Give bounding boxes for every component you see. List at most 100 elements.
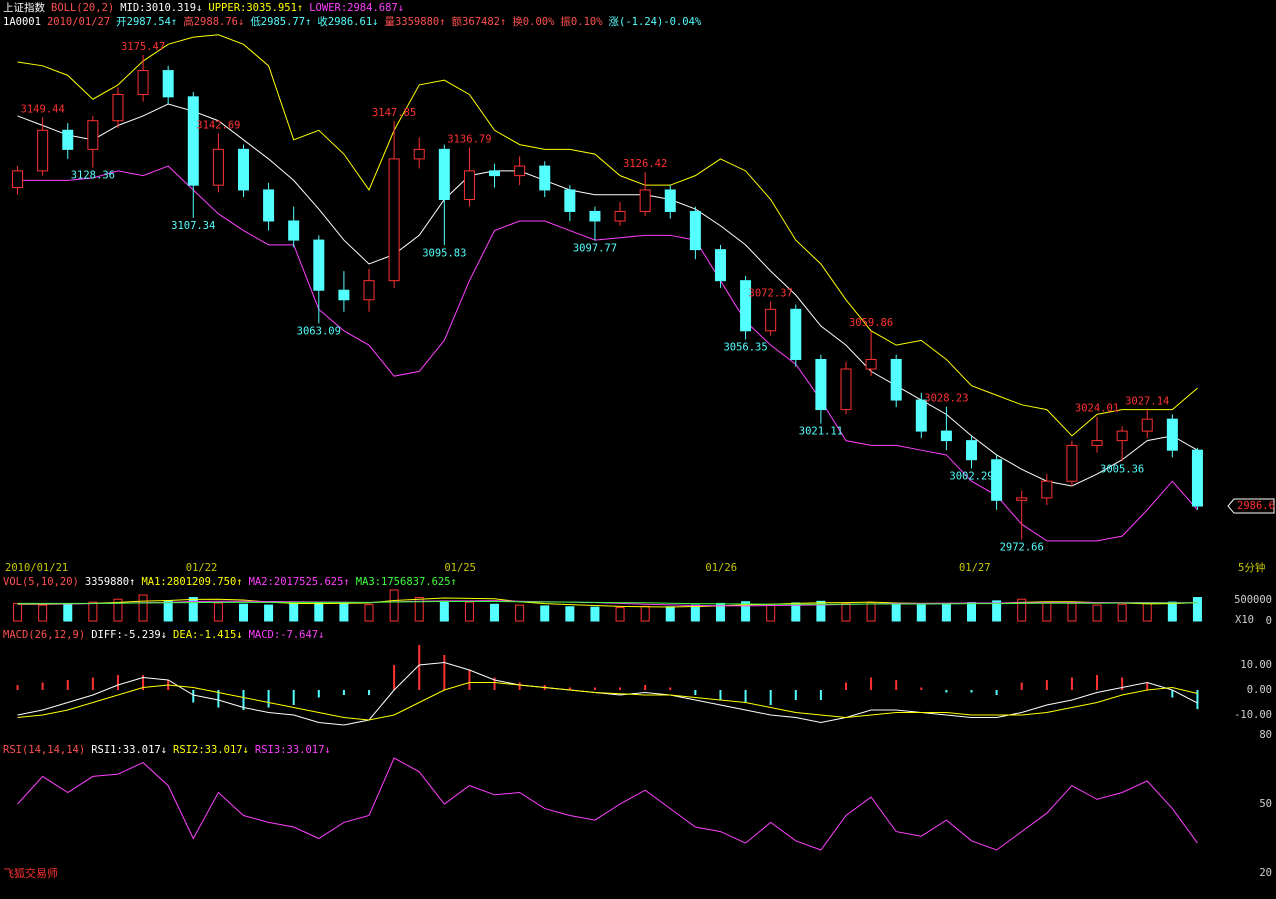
indicator-line [17, 600, 1198, 607]
candle-body [187, 96, 199, 186]
indicator-line [17, 661, 1198, 726]
volume-bar [63, 603, 73, 622]
y-tick-label: 0 [1266, 615, 1272, 627]
candle-body [1091, 440, 1103, 446]
period-label: 5分钟 [1238, 561, 1265, 574]
y-tick-label: 0.00 [1247, 684, 1272, 696]
volume-bar [439, 600, 449, 622]
y-tick-label: 80 [1259, 729, 1272, 741]
volume-bar [188, 597, 198, 622]
extreme-label: 3107.34 [171, 220, 215, 232]
volume-bar [941, 602, 951, 622]
volume-bar [967, 602, 977, 622]
candle-body [237, 148, 249, 191]
volume-bar [113, 598, 123, 622]
indicator-line [17, 682, 1198, 721]
volume-bar [816, 600, 826, 622]
legend-item: UPPER:3035.951↑ [208, 2, 303, 14]
candle-body [263, 189, 275, 222]
candle-body [87, 120, 99, 150]
legend: 1A0001 2010/01/27 开2987.54↑ 高2988.76↓ 低2985.… [3, 15, 702, 28]
candle-body [714, 249, 726, 282]
candle-body [915, 399, 927, 432]
x-tick-label: 01/22 [186, 562, 218, 574]
extreme-label: 3063.09 [297, 325, 341, 337]
candle-body [1066, 444, 1078, 482]
legend: 上证指数 BOLL(20,2) MID:3010.319↓ UPPER:3035.95… [3, 1, 404, 14]
candle-body [413, 148, 425, 160]
candle-body [639, 189, 651, 212]
extreme-label: 3175.47 [121, 41, 165, 53]
volume-bar [916, 604, 926, 622]
legend-item: 开2987.54↑ [116, 16, 177, 28]
volume-bar [1117, 603, 1127, 622]
legend-item: MACD(26,12,9) [3, 629, 85, 641]
candle-body [288, 220, 300, 241]
indicator-line [17, 601, 1198, 605]
indicator-line [17, 757, 1198, 851]
legend-item: RSI(14,14,14) [3, 744, 85, 756]
candle-body [463, 170, 475, 201]
legend-item: 涨(-1.24)-0.04% [609, 16, 702, 28]
candle-body [438, 148, 450, 201]
volume-bar [238, 603, 248, 622]
legend-item: MA2:2017525.625↑ [249, 576, 350, 588]
volume-bar [1167, 601, 1177, 622]
candle-body [62, 129, 74, 150]
legend: VOL(5,10,20) 3359880↑ MA1:2801209.750↑ MA2:… [3, 576, 457, 588]
indicator-line [17, 34, 1198, 437]
extreme-label: 3147.85 [372, 107, 416, 119]
legend-item: RSI2:33.017↓ [173, 744, 249, 756]
candle-body [890, 358, 902, 401]
candle-body [765, 308, 777, 332]
candle-body [790, 308, 802, 360]
volume-bar [992, 600, 1002, 622]
extreme-label: 3072.37 [749, 287, 793, 299]
candle-body [564, 189, 576, 212]
candle-body [212, 148, 224, 186]
extreme-label: 3095.83 [422, 247, 466, 259]
legend-item: 振0.10% [560, 15, 603, 28]
legend: RSI(14,14,14) RSI1:33.017↓ RSI2:33.017↓ RSI… [3, 744, 331, 756]
extreme-label: 3027.14 [1125, 395, 1169, 407]
x-tick-label: 2010/01/21 [5, 562, 68, 574]
y-tick-label: 50 [1259, 798, 1272, 810]
volume-bar [88, 601, 98, 622]
extreme-label: 3028.23 [924, 393, 968, 405]
chart-title: 上证指数 [3, 1, 45, 14]
candle-body [162, 70, 174, 98]
legend-item: RSI3:33.017↓ [255, 744, 331, 756]
candle-body [338, 289, 350, 301]
volume-bar [841, 602, 851, 622]
volume-bar [1192, 597, 1202, 622]
volume-bar [1142, 602, 1152, 622]
volume-bar [665, 606, 675, 622]
volume-bar [590, 606, 600, 622]
extreme-label: 3128.36 [71, 170, 115, 182]
volume-bar [38, 604, 48, 622]
volume-bar [540, 605, 550, 622]
candle-body [1191, 449, 1203, 507]
legend-item: 3359880↑ [85, 576, 136, 588]
volume-bar [1042, 602, 1052, 622]
legend-item: DEA:-1.415↓ [173, 629, 243, 641]
y-tick-label: -10.00 [1234, 709, 1272, 721]
candle-body [614, 210, 626, 222]
extreme-label: 3149.44 [21, 103, 65, 115]
brand-label: 飞狐交易师 [3, 866, 58, 880]
volume-bar [640, 605, 650, 622]
candle-body [363, 280, 375, 301]
candle-body [112, 93, 124, 122]
volume-bar [414, 597, 424, 622]
extreme-label: 3021.11 [799, 426, 843, 438]
x-tick-label: 01/25 [444, 562, 476, 574]
x-tick-label: 01/27 [959, 562, 991, 574]
candle-body [991, 459, 1003, 501]
legend-item: 收2986.61↓ [317, 15, 378, 28]
y-tick-label: 500000 [1234, 594, 1272, 606]
volume-bar [264, 604, 274, 622]
extreme-label: 3097.77 [573, 243, 617, 255]
candle-body [740, 280, 752, 332]
volume-bar [1092, 604, 1102, 622]
volume-bar [314, 601, 324, 622]
